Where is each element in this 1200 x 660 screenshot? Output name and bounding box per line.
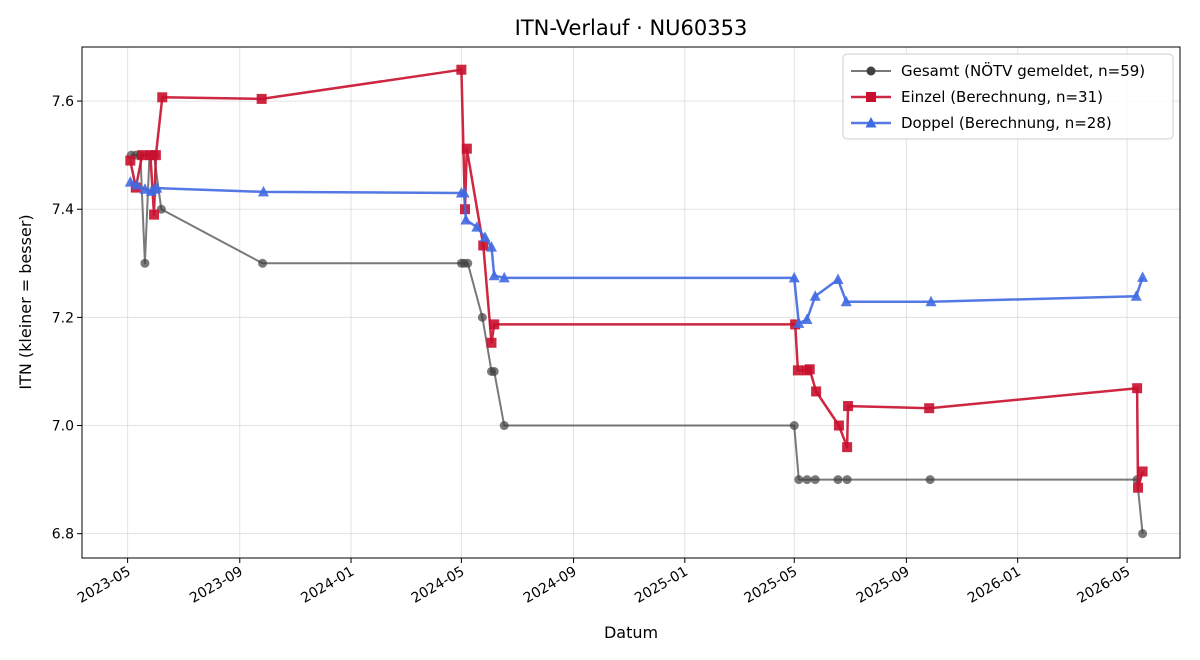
legend-swatch-marker [865,117,877,128]
data-point-doppel [488,269,500,281]
legend: Gesamt (NÖTV gemeldet, n=59) Einzel (Bere… [842,53,1174,140]
data-point-gesamt [156,204,166,214]
legend-box [842,53,1174,140]
data-point-doppel [793,317,805,328]
data-point-doppel [788,271,800,283]
legend-item-gesamt: Gesamt (NÖTV gemeldet, n=59) [851,61,1145,80]
x-tick-label: 2025-09 [854,564,913,607]
series-line-einzel [129,68,1144,489]
data-point-einzel [478,240,489,251]
y-tick-label: 6.8 [52,527,74,543]
chart-title: ITN-Verlauf · NU60353 [515,16,748,40]
y-tick-label: 7.0 [52,419,74,435]
data-point-einzel [150,150,161,161]
x-tick-label: 2026-01 [965,564,1024,607]
data-point-einzel [137,150,148,161]
data-point-einzel [149,209,160,220]
legend-item-einzel: Einzel (Berechnung, n=31) [851,88,1103,106]
x-tick-label: 2023-05 [75,564,134,607]
data-point-einzel [843,401,854,412]
data-point-doppel [257,185,269,197]
data-point-einzel [1133,482,1144,493]
legend-item-doppel: Doppel (Berechnung, n=28) [851,114,1112,132]
data-point-gesamt [794,475,804,485]
legend-label: Doppel (Berechnung, n=28) [901,114,1112,132]
data-point-einzel [125,155,136,166]
plot-frame [81,46,1181,559]
data-point-doppel [832,273,844,285]
series-line-gesamt [131,154,1144,534]
data-point-einzel [461,143,472,154]
series-doppel [124,176,1149,328]
data-point-doppel [498,271,510,283]
data-point-gesamt [789,421,799,431]
y-axis-ticks: 6.8 7.0 7.2 7.4 7.6 [52,94,82,543]
x-axis-label: Datum [604,623,658,642]
data-point-einzel [792,365,803,376]
x-tick-label: 2023-09 [187,564,246,607]
data-point-gesamt [258,258,268,268]
data-point-doppel [151,182,163,193]
y-tick-label: 7.4 [52,202,74,218]
data-point-gesamt [140,258,150,268]
x-tick-label: 2024-09 [521,564,580,607]
data-point-einzel [256,93,267,104]
data-point-gesamt [477,312,487,322]
data-point-doppel [1137,271,1149,282]
y-tick-label: 7.6 [52,94,74,110]
data-point-doppel [485,241,497,252]
data-point-gesamt [802,475,812,485]
data-point-einzel [145,150,156,161]
grid-lines [82,47,1180,558]
data-point-einzel [842,442,853,453]
data-point-einzel [486,337,497,348]
data-point-gesamt [463,258,473,268]
x-tick-label: 2025-01 [632,564,691,607]
data-point-einzel [924,403,935,414]
data-point-doppel [479,231,491,242]
data-point-doppel [460,214,472,225]
data-point-doppel [1130,290,1142,301]
data-point-gesamt [925,475,935,485]
y-tick-label: 7.2 [52,310,74,326]
x-tick-label: 2024-05 [409,564,468,607]
data-point-gesamt [1138,529,1148,539]
x-tick-label: 2024-01 [298,564,357,607]
data-point-einzel [456,64,467,75]
data-point-einzel [833,420,844,431]
data-point-doppel [840,295,852,307]
legend-label: Einzel (Berechnung, n=31) [901,88,1103,106]
x-tick-label: 2025-05 [742,564,801,607]
data-point-gesamt [810,475,820,485]
data-point-gesamt [489,366,499,376]
data-point-doppel [471,221,483,232]
data-point-doppel [131,178,143,190]
data-point-einzel [804,364,815,375]
series-line-doppel [129,181,1144,325]
data-point-doppel [139,183,151,194]
data-point-doppel [458,187,470,198]
legend-swatch-marker [866,92,876,102]
y-axis-label: ITN (kleiner = besser) [16,214,35,389]
data-point-einzel [1132,383,1143,394]
legend-swatch-marker [866,66,876,76]
data-point-doppel [809,290,821,301]
data-point-einzel [489,319,500,330]
data-point-doppel [925,295,937,307]
data-point-gesamt [842,475,852,485]
data-point-einzel [1137,466,1148,477]
data-point-gesamt [499,421,509,431]
legend-label: Gesamt (NÖTV gemeldet, n=59) [901,61,1145,80]
data-point-doppel [801,313,813,325]
x-tick-label: 2026-05 [1074,564,1133,607]
data-point-gesamt [833,475,843,485]
x-axis-ticks: 2023-05 2023-09 2024-01 2024-05 2024-09 2025-… [75,558,1133,607]
data-point-einzel [157,92,168,103]
data-point-doppel [124,176,136,187]
series-layer [124,64,1149,539]
data-point-einzel [811,386,822,397]
